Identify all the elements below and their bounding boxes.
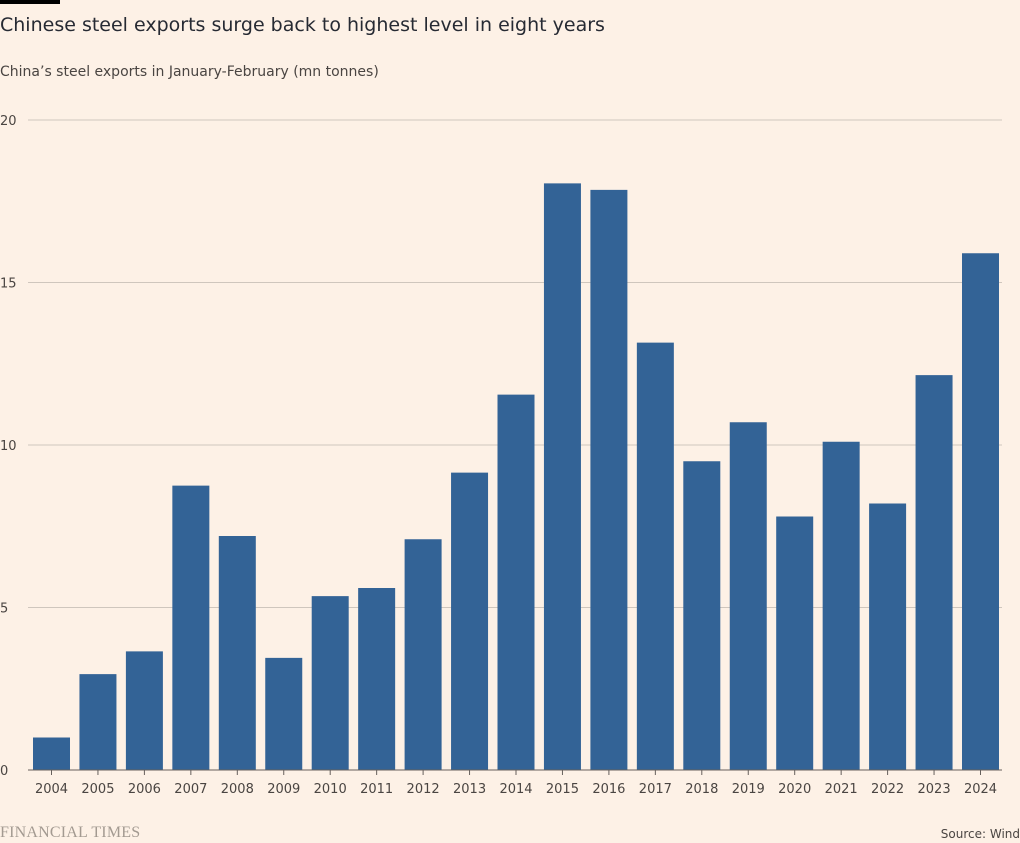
x-tick-label: 2017 [639, 782, 672, 797]
bar-2014 [497, 394, 535, 770]
bar-2017 [636, 342, 674, 770]
bar-2024 [962, 253, 999, 770]
bar-2005 [79, 674, 117, 770]
bar-2021 [822, 441, 860, 770]
bar-2022 [869, 503, 907, 770]
x-tick-label: 2012 [407, 782, 440, 797]
x-tick-label: 2019 [732, 782, 765, 797]
ft-logo: FINANCIAL TIMES [0, 824, 141, 841]
x-tick-label: 2007 [174, 782, 207, 797]
bar-2023 [915, 375, 953, 770]
x-tick-label: 2008 [221, 782, 254, 797]
chart-subtitle: China’s steel exports in January-Februar… [0, 64, 379, 80]
x-tick-label: 2023 [918, 782, 951, 797]
x-tick-label: 2021 [825, 782, 858, 797]
bars [33, 183, 999, 770]
bar-2019 [729, 422, 767, 770]
ft-accent-bar [0, 0, 60, 4]
y-tick-label: 0 [0, 764, 8, 779]
bar-2013 [451, 472, 489, 770]
bar-2011 [358, 588, 396, 770]
x-tick-label: 2004 [35, 782, 68, 797]
y-tick-label: 15 [0, 277, 17, 292]
x-tick-label: 2009 [267, 782, 300, 797]
bar-2008 [218, 536, 256, 770]
x-axis: 2004 2005 2006 2007 2008 2009 2010 2011 2012 2013… [28, 769, 1002, 797]
x-tick-label: 2005 [81, 782, 114, 797]
x-tick-label: 2022 [871, 782, 904, 797]
bar-2016 [590, 189, 628, 770]
bar-2004 [33, 737, 70, 770]
x-tick-label: 2015 [546, 782, 579, 797]
bar-2006 [125, 651, 163, 770]
x-tick-label: 2016 [592, 782, 625, 797]
bar-2012 [404, 539, 442, 770]
y-tick-label: 10 [0, 439, 17, 454]
x-tick-label: 2014 [499, 782, 532, 797]
y-tick-label: 5 [0, 602, 8, 617]
bar-2018 [683, 461, 721, 770]
x-tick-label: 2006 [128, 782, 161, 797]
bar-2015 [543, 183, 581, 770]
x-tick-label: 2018 [685, 782, 718, 797]
x-tick-label: 2010 [314, 782, 347, 797]
chart-title: Chinese steel exports surge back to high… [0, 14, 605, 36]
bar-2020 [776, 516, 814, 770]
x-tick-label: 2020 [778, 782, 811, 797]
source-note: Source: Wind [940, 827, 1020, 841]
x-tick-label: 2011 [360, 782, 393, 797]
x-tick-label: 2013 [453, 782, 486, 797]
x-tick-label: 2024 [964, 782, 997, 797]
bar-2007 [172, 485, 210, 770]
y-tick-label: 20 [0, 114, 17, 129]
bar-2010 [311, 596, 349, 770]
bar-2009 [265, 657, 303, 770]
